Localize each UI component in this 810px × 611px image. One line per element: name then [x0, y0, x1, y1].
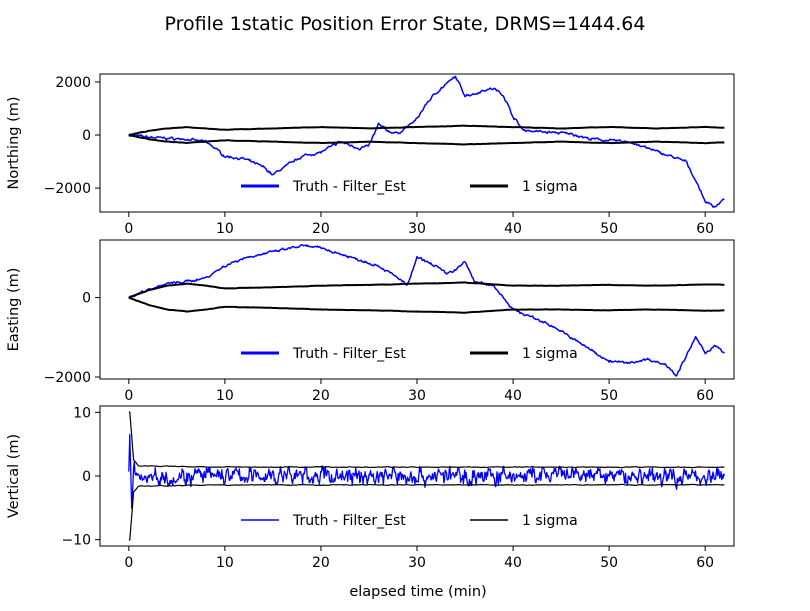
legend: Truth - Filter_Est 1 sigma — [241, 513, 578, 529]
y-tick-label: 10 — [73, 405, 91, 421]
legend-label-sigma: 1 sigma — [522, 346, 578, 362]
x-tick-label: 10 — [216, 555, 234, 571]
series-sigma-lower-line — [128, 296, 725, 314]
legend: Truth - Filter_Est 1 sigma — [241, 179, 578, 195]
y-tick-label: 0 — [82, 469, 91, 485]
series-sigma-upper-line — [128, 411, 725, 469]
x-tick-label: 10 — [216, 388, 234, 404]
y-axis-label: Easting (m) — [6, 268, 22, 352]
figure-title: Profile 1static Position Error State, DR… — [165, 13, 646, 35]
y-tick-label: −2000 — [44, 370, 91, 386]
series-truth-line — [128, 433, 726, 509]
y-tick-label: 0 — [82, 291, 91, 307]
subplot-3: 0 10 20 30 40 50 60 −10 0 10 Vertical (m) Truth - F… — [6, 405, 735, 571]
x-tick-label: 50 — [600, 221, 618, 237]
x-tick-label: 50 — [600, 555, 618, 571]
x-tick-label: 20 — [312, 221, 330, 237]
y-tick-label: 2000 — [55, 75, 91, 91]
x-tick-label: 0 — [124, 221, 133, 237]
series-sigma-upper-line — [128, 281, 725, 299]
y-tick-label: 0 — [82, 128, 91, 144]
x-axis-label: elapsed time (min) — [349, 584, 486, 600]
legend-label-sigma: 1 sigma — [522, 179, 578, 195]
y-axis-label: Northing (m) — [6, 96, 22, 189]
series-sigma-upper-line — [128, 124, 725, 136]
subplot-2: 0 10 20 30 40 50 60 −2000 0 Easting (m) Truth - Fi… — [6, 239, 735, 404]
legend-label-truth: Truth - Filter_Est — [292, 179, 406, 195]
legend-label-truth: Truth - Filter_Est — [292, 513, 406, 529]
x-tick-label: 30 — [408, 221, 426, 237]
x-tick-label: 20 — [312, 555, 330, 571]
legend-label-truth: Truth - Filter_Est — [292, 346, 406, 362]
series-truth-line — [128, 243, 725, 377]
x-tick-label: 0 — [124, 555, 133, 571]
series-truth-line — [128, 75, 725, 208]
series-sigma-lower-line — [128, 134, 725, 146]
x-tick-label: 0 — [124, 388, 133, 404]
legend: Truth - Filter_Est 1 sigma — [241, 346, 578, 362]
series-sigma-lower-line — [128, 483, 725, 541]
x-tick-label: 30 — [408, 555, 426, 571]
x-tick-label: 60 — [696, 555, 714, 571]
x-tick-label: 30 — [408, 388, 426, 404]
legend-label-sigma: 1 sigma — [522, 513, 578, 529]
x-tick-label: 40 — [504, 221, 522, 237]
x-tick-label: 50 — [600, 388, 618, 404]
subplot-1: 0 10 20 30 40 50 60 −2000 0 2000 Northing (m) Truth… — [6, 73, 735, 237]
x-tick-label: 60 — [696, 221, 714, 237]
x-tick-label: 20 — [312, 388, 330, 404]
y-tick-label: −2000 — [44, 181, 91, 197]
y-tick-label: −10 — [61, 533, 91, 549]
x-tick-label: 60 — [696, 388, 714, 404]
y-axis-label: Vertical (m) — [6, 434, 22, 518]
x-tick-label: 10 — [216, 221, 234, 237]
x-tick-label: 40 — [504, 388, 522, 404]
x-tick-label: 40 — [504, 555, 522, 571]
